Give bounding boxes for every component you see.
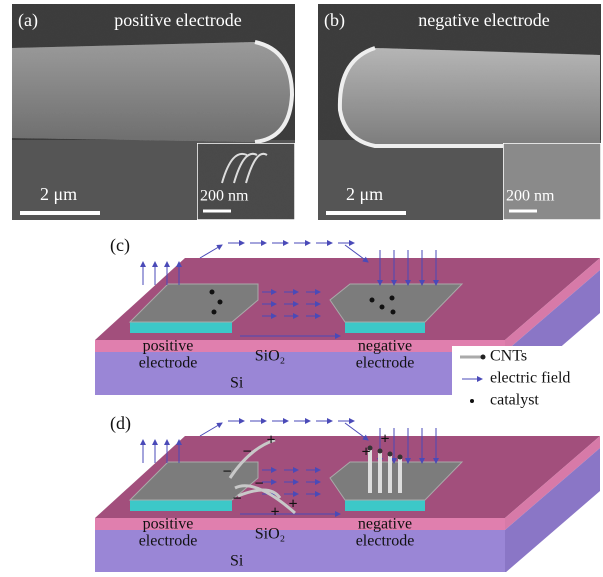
inset-scale-label: 200 nm bbox=[506, 188, 555, 205]
legend-label: CNTs bbox=[490, 348, 527, 365]
catalyst bbox=[212, 310, 217, 315]
catalyst bbox=[391, 310, 396, 315]
charge-sign: + bbox=[270, 504, 279, 521]
electrode-label: electrode bbox=[139, 533, 198, 550]
electrode-label: electrode bbox=[356, 355, 415, 372]
panel-title: positive electrode bbox=[114, 10, 241, 30]
catalyst bbox=[388, 452, 393, 457]
right-electrode-layer bbox=[345, 322, 425, 333]
charge-sign: + bbox=[380, 431, 389, 448]
panel-label: (d) bbox=[110, 413, 131, 434]
charge-sign: + bbox=[266, 432, 275, 449]
electrode-body bbox=[340, 48, 600, 146]
catalyst bbox=[390, 296, 395, 301]
catalyst bbox=[380, 305, 385, 310]
charge-sign: − bbox=[222, 464, 231, 481]
figure: 200 nm 2 μm (a) positive electrode 200 nm 2 μ… bbox=[0, 0, 603, 572]
charge-sign: − bbox=[242, 444, 251, 461]
left-electrode bbox=[130, 284, 258, 322]
electrode-label: negative bbox=[358, 338, 412, 355]
substrate-label: Si bbox=[230, 553, 244, 570]
panel-title: negative electrode bbox=[418, 10, 549, 30]
legend-label: catalyst bbox=[490, 392, 539, 409]
charge-sign: + bbox=[288, 496, 297, 513]
sem-panel: 200 nm 2 μm (a) positive electrode bbox=[12, 4, 295, 220]
catalyst bbox=[378, 449, 383, 454]
panel-label: (b) bbox=[324, 10, 345, 31]
panel-label: (c) bbox=[110, 235, 130, 256]
inset bbox=[503, 143, 601, 220]
electrode-label: electrode bbox=[139, 355, 198, 372]
right-electrode-layer bbox=[345, 500, 425, 511]
inset-scale-label: 200 nm bbox=[200, 188, 249, 205]
legend-label: electric field bbox=[490, 370, 570, 387]
substrate-label: Si bbox=[230, 375, 244, 392]
electrode-label: negative bbox=[358, 516, 412, 533]
catalyst bbox=[398, 455, 403, 460]
scale-label: 2 μm bbox=[346, 184, 383, 204]
left-electrode-layer bbox=[130, 500, 232, 511]
sem-panel: 200 nm 2 μm (b) negative electrode bbox=[318, 4, 601, 220]
catalyst bbox=[218, 300, 223, 305]
field-arrow bbox=[200, 245, 222, 258]
oxide-label: SiO₂ bbox=[255, 526, 285, 543]
catalyst bbox=[370, 298, 375, 303]
legend: CNTs electric field catalyst bbox=[452, 346, 602, 412]
charge-sign: − bbox=[254, 476, 263, 493]
sem-images: 200 nm 2 μm (a) positive electrode 200 nm 2 μ… bbox=[12, 4, 601, 220]
electrode-body bbox=[12, 42, 292, 142]
legend-cnt-tip bbox=[481, 355, 486, 360]
panel-label: (a) bbox=[18, 10, 38, 31]
charge-sign: + bbox=[361, 444, 370, 461]
scale-label: 2 μm bbox=[40, 184, 77, 204]
catalyst bbox=[210, 290, 215, 295]
electrode-label: positive bbox=[143, 338, 194, 355]
electrode-label: electrode bbox=[356, 533, 415, 550]
electrode-label: positive bbox=[143, 516, 194, 533]
left-electrode-layer bbox=[130, 322, 232, 333]
field-arrow bbox=[200, 423, 222, 436]
oxide-label: SiO₂ bbox=[255, 348, 285, 365]
charge-sign: − bbox=[232, 491, 241, 508]
legend-catalyst bbox=[470, 399, 474, 403]
